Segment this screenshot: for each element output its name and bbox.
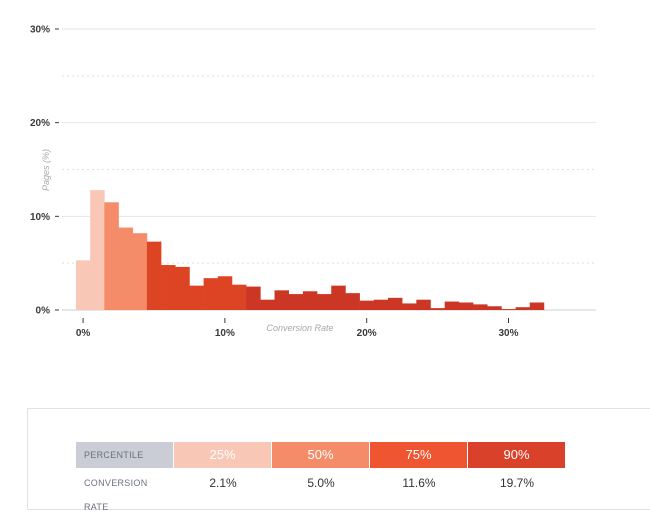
histogram-bar xyxy=(444,301,460,310)
histogram-bar xyxy=(331,285,346,310)
histogram-bar xyxy=(203,278,219,310)
histogram-bar xyxy=(416,299,431,310)
x-tick-label: 30% xyxy=(498,328,518,339)
y-axis-label: Pages (%) xyxy=(41,149,51,191)
x-tick-label: 20% xyxy=(357,328,377,339)
histogram-bar xyxy=(515,307,531,310)
percentile-legend: PERCENTILE 25% 50% 75% 90% CONVERSION RA… xyxy=(27,408,650,512)
histogram-bar xyxy=(189,285,204,310)
conversion-rate-90-value: 19.7% xyxy=(499,476,535,490)
histogram-bar xyxy=(118,227,134,310)
histogram-bar xyxy=(260,299,275,310)
histogram-bar xyxy=(132,233,148,310)
histogram-bar xyxy=(217,276,233,310)
y-tick-label: 30% xyxy=(30,25,50,36)
x-axis-label: Conversion Rate xyxy=(266,323,333,333)
percentile-75-cell: 75% xyxy=(370,442,468,468)
y-tick-label: 10% xyxy=(30,212,50,223)
conversion-rate-75-value: 11.6% xyxy=(402,476,436,490)
histogram-chart: 30% 20% 10% 0% 0% 10% 20% 30% Pages (%) Convers… xyxy=(30,25,596,340)
conversion-rate-row: CONVERSION RATE 2.1% 5.0% 11.6% 19.7% xyxy=(76,471,566,512)
histogram-bar xyxy=(317,294,332,310)
conversion-rate-label: CONVERSION RATE xyxy=(84,478,148,512)
histogram-bar xyxy=(473,304,488,310)
x-tick-label: 0% xyxy=(76,328,91,339)
histogram-bar xyxy=(104,202,119,310)
x-tick-label: 10% xyxy=(215,328,235,339)
histogram-bar xyxy=(430,308,445,310)
histogram-bar xyxy=(345,293,360,310)
histogram-bar xyxy=(146,241,162,310)
conversion-rate-25-value: 2.1% xyxy=(209,476,237,490)
histogram-bar xyxy=(274,290,289,310)
histogram-bar xyxy=(175,266,190,310)
histogram-bar xyxy=(359,300,375,310)
axes: 30% 20% 10% 0% 0% 10% 20% 30% xyxy=(30,25,519,340)
percentile-90-cell: 90% xyxy=(468,442,566,468)
histogram-bar xyxy=(373,299,389,310)
histogram-bar xyxy=(458,302,474,310)
y-tick-label: 0% xyxy=(36,306,51,317)
y-tick-label: 20% xyxy=(30,118,50,129)
conversion-rate-50-value: 5.0% xyxy=(307,476,335,490)
histogram-bar xyxy=(246,286,261,310)
histogram-bar xyxy=(529,302,545,310)
histogram-bar xyxy=(501,309,516,310)
percentile-50-cell: 50% xyxy=(272,442,370,468)
percentile-row: PERCENTILE 25% 50% 75% 90% xyxy=(76,442,566,468)
histogram-bar xyxy=(288,294,304,310)
histogram-bar xyxy=(302,291,318,310)
percentile-header-label: PERCENTILE xyxy=(76,442,174,468)
percentile-25-cell: 25% xyxy=(174,442,272,468)
histogram-bar xyxy=(231,284,247,310)
histogram-bar xyxy=(387,297,403,310)
histogram-bars xyxy=(76,190,545,310)
histogram-bar xyxy=(161,265,176,310)
histogram-bar xyxy=(76,260,91,310)
histogram-bar xyxy=(487,306,502,310)
histogram-bar xyxy=(402,303,417,310)
histogram-bar xyxy=(90,190,105,310)
